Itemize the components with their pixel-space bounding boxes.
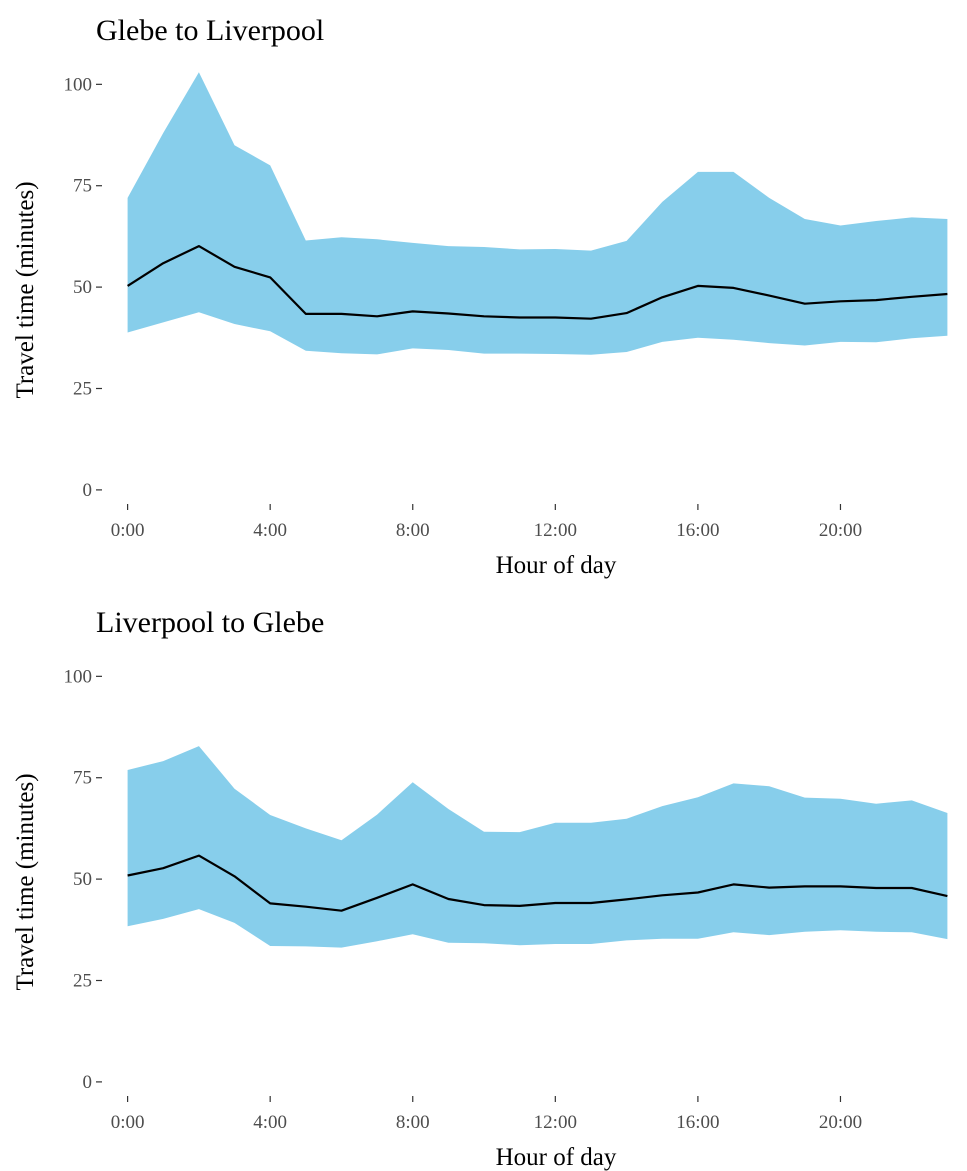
ribbon-band (127, 72, 948, 355)
x-tick-label: 4:00 (253, 1112, 287, 1133)
x-tick-label: 0:00 (111, 520, 145, 541)
chart-title: Glebe to Liverpool (96, 14, 324, 47)
y-tick-label: 25 (73, 971, 92, 992)
panel-liverpool-to-glebe: Liverpool to Glebe 0 25 50 75 100 0:00 4:00 8:0… (12, 606, 948, 1171)
y-axis-title: Travel time (minutes) (12, 181, 39, 398)
plot-area: 0 25 50 75 100 0:00 4:00 8:00 12:00 16:00 20:00 (64, 72, 948, 541)
y-tick-label: 100 (64, 74, 93, 95)
x-tick-label: 12:00 (534, 520, 577, 541)
x-tick-label: 16:00 (676, 1112, 719, 1133)
x-tick-label: 0:00 (111, 1112, 145, 1133)
median-line (127, 854, 948, 912)
x-tick-label: 8:00 (396, 520, 430, 541)
x-tick-label: 12:00 (534, 1112, 577, 1133)
x-tick-label: 8:00 (396, 1112, 430, 1133)
x-tick-label: 20:00 (819, 1112, 862, 1133)
ribbon-band (127, 746, 948, 948)
y-tick-label: 100 (64, 666, 93, 687)
plot-area: 0 25 50 75 100 0:00 4:00 8:00 12:00 16:00 20:00 (64, 666, 948, 1133)
y-tick-label: 50 (73, 869, 92, 890)
median-line (127, 245, 948, 320)
x-axis-title: Hour of day (496, 1144, 617, 1171)
x-tick-label: 20:00 (819, 520, 862, 541)
y-tick-label: 0 (83, 480, 93, 501)
y-tick-label: 0 (83, 1072, 93, 1093)
y-tick-label: 75 (73, 176, 92, 197)
panel-glebe-to-liverpool: Glebe to Liverpool 0 25 50 75 100 0:00 4:00 8:0… (12, 14, 948, 579)
x-tick-label: 16:00 (676, 520, 719, 541)
chart-title: Liverpool to Glebe (96, 606, 324, 639)
y-tick-label: 25 (73, 379, 92, 400)
y-axis-title: Travel time (minutes) (12, 773, 39, 990)
x-tick-label: 4:00 (253, 520, 287, 541)
x-axis-title: Hour of day (496, 552, 617, 579)
y-tick-label: 50 (73, 277, 92, 298)
y-tick-label: 75 (73, 768, 92, 789)
